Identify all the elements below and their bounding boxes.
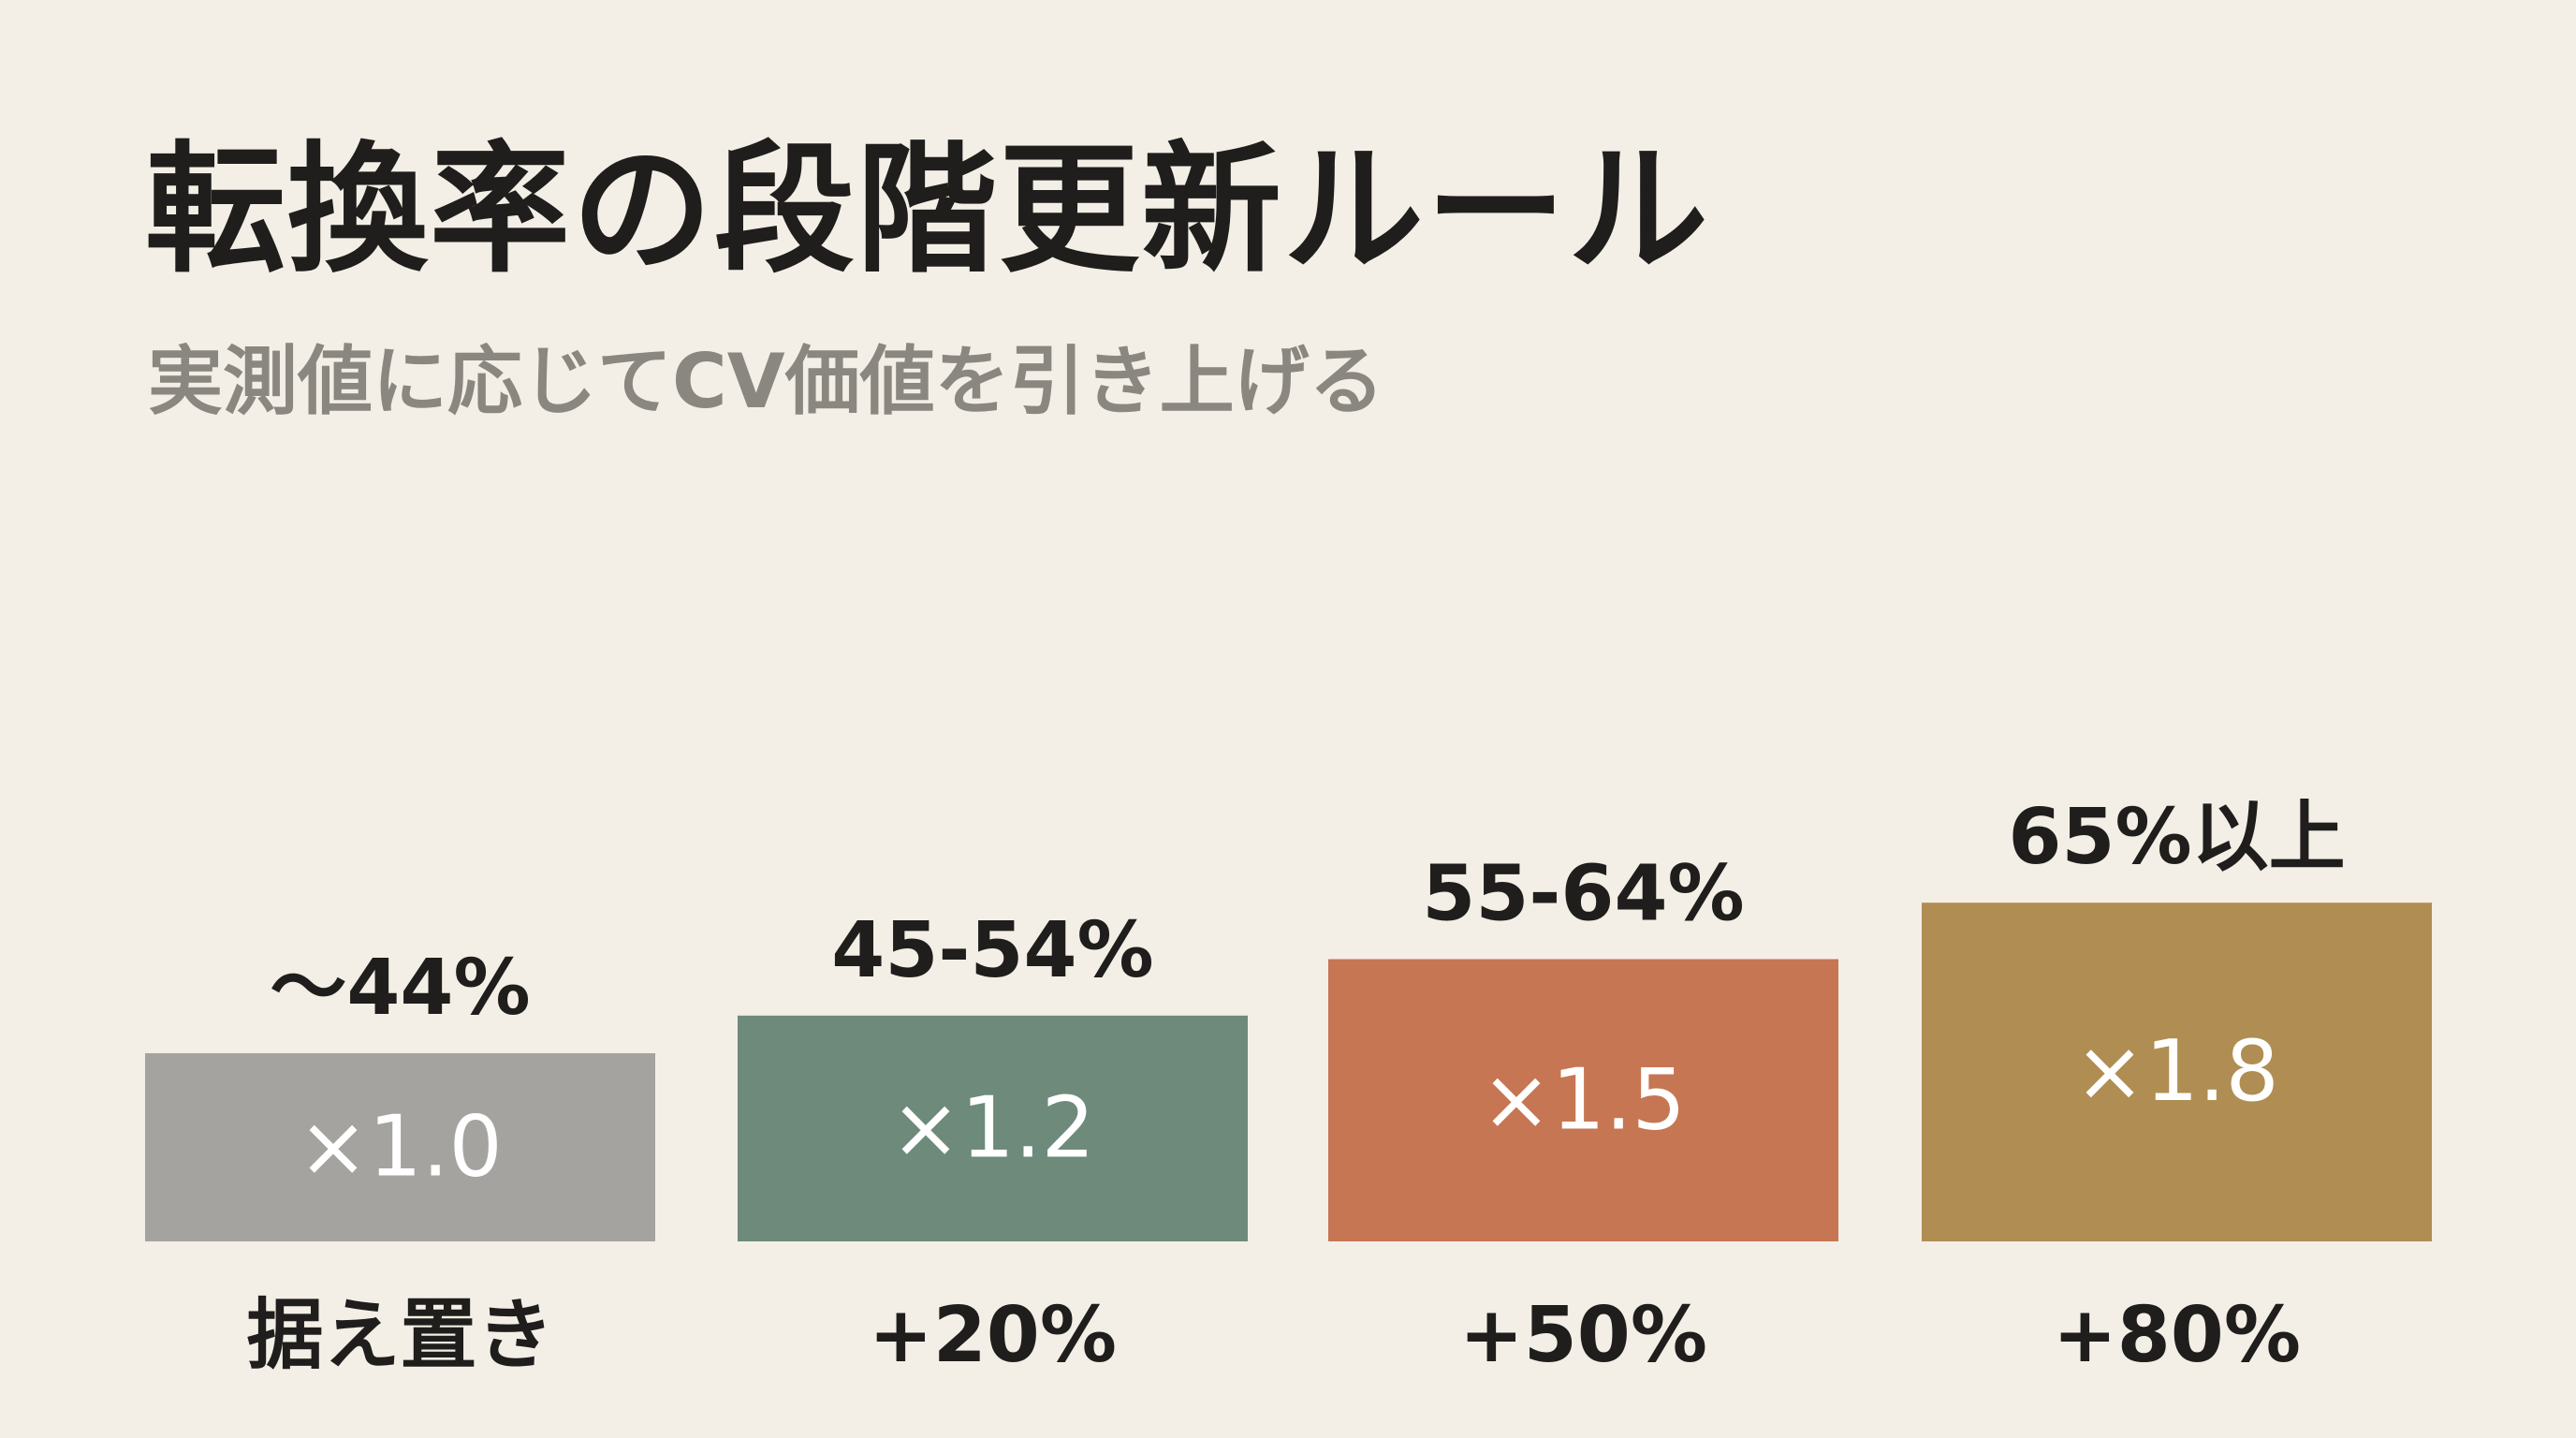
multiplier-label-4: ×1.8 (2074, 1022, 2279, 1121)
bar-3 (1328, 959, 1838, 1241)
range-label-2: 45-54% (831, 906, 1153, 995)
multiplier-label-2: ×1.2 (890, 1078, 1095, 1177)
bar-4 (1922, 902, 2432, 1241)
range-label-4: 65%以上 (2008, 793, 2345, 882)
change-label-1: 据え置き (246, 1291, 553, 1380)
change-label-3: +50% (1459, 1291, 1707, 1380)
bar-1 (145, 1053, 655, 1241)
change-label-4: +80% (2053, 1291, 2301, 1380)
multiplier-label-3: ×1.5 (1481, 1050, 1686, 1149)
change-label-2: +20% (869, 1291, 1117, 1380)
page-subtitle: 実測値に応じてCV価値を引き上げる (148, 338, 1384, 425)
range-label-3: 55-64% (1422, 850, 1744, 939)
bar-2 (738, 1015, 1248, 1241)
multiplier-label-1: ×1.0 (298, 1098, 503, 1196)
page-title: 転換率の段階更新ルール (145, 129, 1711, 292)
range-label-1: 〜44% (270, 944, 530, 1033)
